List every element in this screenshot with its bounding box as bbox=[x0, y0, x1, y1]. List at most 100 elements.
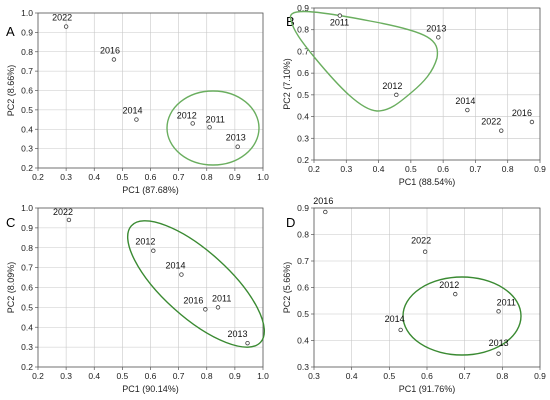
x-tick-label: 0.6 bbox=[437, 164, 449, 174]
point-label-2022: 2022 bbox=[481, 117, 501, 127]
x-tick-label: 0.8 bbox=[496, 371, 508, 381]
x-tick-label: 0.8 bbox=[201, 371, 213, 381]
y-tick-label: 0.7 bbox=[21, 263, 33, 273]
point-label-2013: 2013 bbox=[228, 329, 248, 339]
point-label-2013: 2013 bbox=[426, 23, 446, 33]
x-tick-label: 0.7 bbox=[173, 172, 185, 182]
point-label-2014: 2014 bbox=[385, 314, 405, 324]
x-tick-label: 0.9 bbox=[229, 172, 241, 182]
x-tick-label: 0.6 bbox=[145, 172, 157, 182]
x-tick-label: 0.4 bbox=[88, 371, 100, 381]
x-tick-label: 0.9 bbox=[534, 164, 546, 174]
point-label-2012: 2012 bbox=[439, 280, 459, 290]
point-label-2011: 2011 bbox=[330, 18, 349, 28]
point-label-2016: 2016 bbox=[100, 46, 120, 56]
y-tick-label: 0.4 bbox=[21, 322, 33, 332]
data-point-2022 bbox=[63, 24, 69, 29]
data-point-2011 bbox=[496, 309, 501, 314]
y-tick-label: 0.4 bbox=[297, 112, 309, 122]
data-point-2013 bbox=[235, 144, 240, 149]
data-point-2012 bbox=[190, 121, 195, 126]
y-tick-label: 0.8 bbox=[21, 243, 33, 253]
x-tick-label: 0.3 bbox=[60, 172, 72, 182]
y-tick-label: 0.3 bbox=[21, 342, 33, 352]
plot-frame bbox=[313, 207, 541, 368]
x-tick-label: 0.3 bbox=[60, 371, 72, 381]
y-tick-label: 1.0 bbox=[21, 203, 33, 213]
y-tick-label: 0.7 bbox=[21, 66, 33, 76]
data-point-2013 bbox=[496, 351, 501, 356]
x-tick-label: 0.3 bbox=[308, 371, 320, 381]
plot-frame bbox=[37, 207, 264, 368]
y-axis-label: PC2 (7.10%) bbox=[282, 58, 292, 110]
y-tick-label: 0.5 bbox=[21, 105, 33, 115]
data-point-2011 bbox=[337, 13, 343, 18]
panel-c: C 0.2 0.3 0.4 0.5 0.6 0.7 0.8 0.9 1.0 0.2 0.3 0.4 0.5… bbox=[6, 203, 269, 394]
x-tick-label: 0.4 bbox=[373, 164, 385, 174]
point-label-2013: 2013 bbox=[489, 338, 509, 348]
y-tick-label: 1.0 bbox=[21, 8, 33, 18]
x-tick-label: 0.6 bbox=[421, 371, 433, 381]
y-tick-label: 0.6 bbox=[21, 283, 33, 293]
y-tick-label: 0.8 bbox=[297, 25, 309, 35]
y-tick-label: 0.3 bbox=[297, 133, 309, 143]
x-tick-label: 0.8 bbox=[201, 172, 213, 182]
data-point-2016 bbox=[203, 307, 208, 312]
y-tick-label: 0.9 bbox=[297, 3, 309, 13]
point-label-2014: 2014 bbox=[165, 261, 185, 271]
point-label-2014: 2014 bbox=[455, 96, 475, 106]
point-label-2012: 2012 bbox=[177, 110, 197, 120]
data-point-2011 bbox=[215, 305, 221, 310]
y-tick-label: 0.7 bbox=[297, 256, 309, 266]
x-axis-label: PC1 (91.76%) bbox=[399, 384, 456, 394]
data-point-2012 bbox=[394, 92, 399, 98]
y-tick-label: 0.5 bbox=[21, 302, 33, 312]
y-tick-label: 0.9 bbox=[21, 223, 33, 233]
data-point-2016 bbox=[529, 119, 535, 125]
y-tick-label: 0.2 bbox=[21, 362, 33, 372]
x-tick-label: 0.2 bbox=[308, 164, 320, 174]
x-axis-label: PC1 (90.14%) bbox=[122, 384, 179, 394]
y-tick-label: 0.3 bbox=[297, 362, 309, 372]
data-point-2022 bbox=[66, 217, 72, 223]
x-tick-label: 0.4 bbox=[88, 172, 100, 182]
x-tick-label: 0.2 bbox=[32, 172, 44, 182]
data-point-2011 bbox=[207, 125, 212, 130]
x-tick-label: 0.7 bbox=[173, 371, 185, 381]
x-tick-label: 1.0 bbox=[257, 371, 269, 381]
panel-letter: B bbox=[286, 14, 295, 29]
x-tick-label: 0.9 bbox=[534, 371, 546, 381]
y-tick-label: 0.8 bbox=[297, 230, 309, 240]
x-tick-label: 0.5 bbox=[405, 164, 417, 174]
y-axis-label: PC2 (8.66%) bbox=[6, 65, 16, 117]
y-tick-label: 0.9 bbox=[297, 203, 309, 213]
panel-letter: A bbox=[6, 24, 15, 39]
group-ellipse bbox=[126, 220, 266, 348]
y-axis-label: PC2 (8.09%) bbox=[6, 262, 16, 314]
y-tick-label: 0.8 bbox=[21, 47, 33, 57]
point-label-2022: 2022 bbox=[411, 236, 431, 246]
point-label-2022: 2022 bbox=[53, 207, 73, 217]
y-tick-label: 0.2 bbox=[297, 155, 309, 165]
x-tick-label: 1.0 bbox=[257, 172, 269, 182]
x-axis-label: PC1 (88.54%) bbox=[399, 177, 456, 187]
y-tick-label: 0.7 bbox=[297, 46, 309, 56]
point-label-2011: 2011 bbox=[206, 114, 225, 124]
point-label-2012: 2012 bbox=[382, 81, 402, 91]
y-tick-label: 0.3 bbox=[21, 144, 33, 154]
point-label-2014: 2014 bbox=[122, 106, 142, 116]
y-tick-label: 0.6 bbox=[297, 283, 309, 293]
panel-a: A 0.2 0.3 0.4 0.5 0.6 0.7 0.8 0.9 1.0 0.2 0.3 0.4 0.5… bbox=[6, 8, 269, 195]
y-tick-label: 0.4 bbox=[21, 124, 33, 134]
x-tick-label: 0.5 bbox=[383, 371, 395, 381]
y-tick-label: 0.5 bbox=[297, 90, 309, 100]
group-ellipse bbox=[166, 90, 260, 166]
data-point-2012 bbox=[453, 291, 458, 297]
x-tick-label: 0.4 bbox=[346, 371, 358, 381]
x-tick-label: 0.9 bbox=[229, 371, 241, 381]
x-tick-label: 0.7 bbox=[470, 164, 482, 174]
point-label-2022: 2022 bbox=[52, 13, 72, 23]
group-outline bbox=[289, 10, 439, 112]
data-point-2014 bbox=[398, 327, 403, 333]
